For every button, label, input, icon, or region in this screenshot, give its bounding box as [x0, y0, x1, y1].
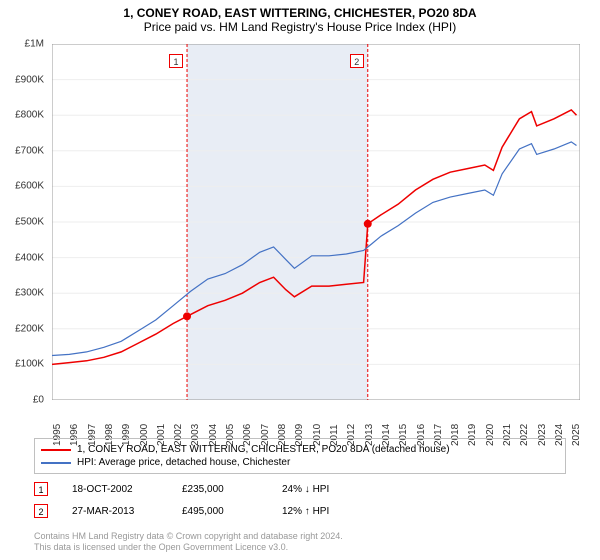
x-tick-label: 2025 [571, 424, 582, 446]
y-axis-labels: £0£100K£200K£300K£400K£500K£600K£700K£80… [0, 44, 48, 400]
chart-svg [52, 44, 580, 400]
event-date: 27-MAR-2013 [72, 506, 182, 517]
y-tick-label: £700K [15, 145, 44, 156]
events-table: 1 18-OCT-2002£235,00024% ↓ HPI 2 27-MAR-201… [34, 478, 382, 522]
chart-title: 1, CONEY ROAD, EAST WITTERING, CHICHESTE… [0, 0, 600, 20]
footer-attribution: Contains HM Land Registry data © Crown c… [34, 531, 343, 554]
event-row: 2 27-MAR-2013£495,00012% ↑ HPI [34, 500, 382, 522]
footer-line2: This data is licensed under the Open Gov… [34, 542, 343, 554]
y-tick-label: £300K [15, 288, 44, 299]
y-tick-label: £500K [15, 217, 44, 228]
y-tick-label: £400K [15, 252, 44, 263]
legend-label: HPI: Average price, detached house, Chic… [77, 457, 290, 468]
sale-marker-box: 1 [169, 54, 183, 68]
footer-line1: Contains HM Land Registry data © Crown c… [34, 531, 343, 543]
legend-item: 1, CONEY ROAD, EAST WITTERING, CHICHESTE… [41, 443, 559, 456]
legend: 1, CONEY ROAD, EAST WITTERING, CHICHESTE… [34, 438, 566, 474]
plot-area: 12 [52, 44, 580, 400]
y-tick-label: £100K [15, 359, 44, 370]
event-number-box: 1 [34, 482, 48, 496]
legend-swatch [41, 449, 71, 451]
event-hpi: 12% ↑ HPI [282, 506, 382, 517]
y-tick-label: £0 [33, 395, 44, 406]
sale-marker-box: 2 [350, 54, 364, 68]
y-tick-label: £600K [15, 181, 44, 192]
event-price: £495,000 [182, 506, 282, 517]
event-price: £235,000 [182, 484, 282, 495]
chart-container: 1, CONEY ROAD, EAST WITTERING, CHICHESTE… [0, 0, 600, 560]
legend-label: 1, CONEY ROAD, EAST WITTERING, CHICHESTE… [77, 444, 450, 455]
event-number-box: 2 [34, 504, 48, 518]
x-axis-labels: 1995199619971998199920002001200220032004… [52, 400, 580, 440]
legend-item: HPI: Average price, detached house, Chic… [41, 456, 559, 469]
event-date: 18-OCT-2002 [72, 484, 182, 495]
event-row: 1 18-OCT-2002£235,00024% ↓ HPI [34, 478, 382, 500]
event-hpi: 24% ↓ HPI [282, 484, 382, 495]
y-tick-label: £200K [15, 323, 44, 334]
chart-subtitle: Price paid vs. HM Land Registry's House … [0, 20, 600, 38]
y-tick-label: £1M [25, 39, 44, 50]
legend-swatch [41, 462, 71, 464]
y-tick-label: £900K [15, 74, 44, 85]
y-tick-label: £800K [15, 110, 44, 121]
